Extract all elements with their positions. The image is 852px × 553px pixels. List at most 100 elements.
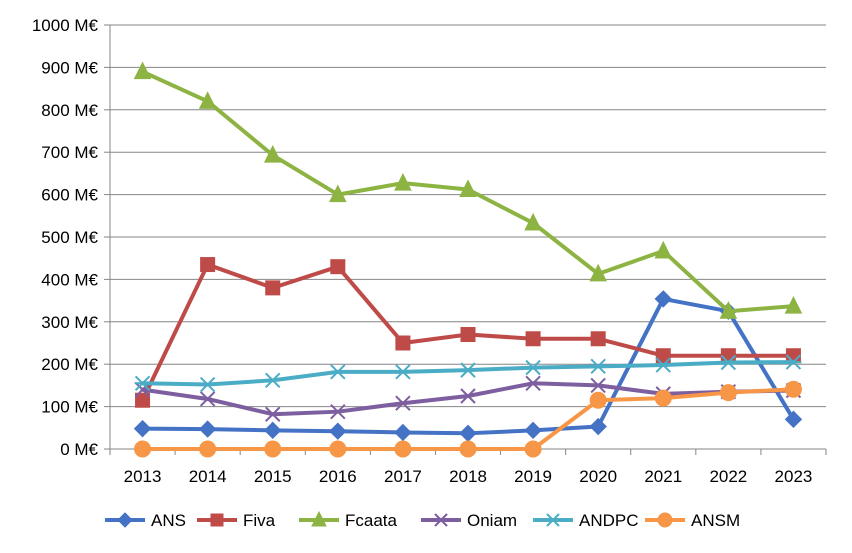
data-point-ansm	[264, 440, 282, 458]
data-point-oniam-stroke	[199, 391, 216, 407]
x-tick-label: 2022	[709, 467, 747, 486]
data-point-andpc	[655, 357, 672, 373]
data-point-fcaata	[654, 240, 673, 259]
data-point-oniam-stroke	[330, 403, 346, 420]
x-tick-label: 2014	[189, 467, 227, 486]
data-point-ansm	[719, 384, 737, 402]
data-point-ansm	[459, 440, 477, 458]
y-tick-label: 200 M€	[41, 355, 98, 374]
data-point-andpc	[329, 364, 346, 380]
data-point-ansm	[199, 440, 217, 458]
series-andpc	[134, 354, 802, 393]
data-point-ans	[133, 419, 152, 438]
x-tick-label: 2017	[384, 467, 422, 486]
data-point-fcaata	[198, 91, 217, 109]
data-point-fcaata	[394, 173, 412, 191]
data-point-ansm	[394, 440, 412, 458]
legend-item-oniam: Oniam	[421, 511, 517, 530]
data-point-fcaata	[719, 301, 738, 319]
data-point-ansm	[589, 391, 607, 409]
y-tick-label: 1000 M€	[32, 16, 99, 35]
legend-label-fcaata: Fcaata	[345, 511, 398, 530]
data-point-oniam	[525, 375, 541, 391]
data-point-fiva	[200, 257, 216, 273]
data-point-andpc	[264, 372, 281, 389]
legend-item-fcaata: Fcaata	[299, 510, 398, 530]
data-point-fcaata	[589, 263, 607, 282]
data-point-ans	[589, 417, 607, 436]
y-tick-label: 100 M€	[41, 398, 98, 417]
series-fcaata	[133, 61, 803, 319]
series-fiva	[135, 257, 801, 408]
data-point-fiva	[655, 348, 671, 364]
data-point-andpc	[720, 354, 737, 371]
data-point-ans	[784, 410, 803, 429]
legend-item-ansm: ANSM	[645, 511, 740, 530]
data-point-oniam-stroke	[525, 375, 541, 391]
legend-marker-oniam-stroke	[434, 513, 448, 527]
data-point-oniam-stroke	[265, 406, 281, 422]
data-point-andpc	[590, 358, 607, 375]
data-point-fiva	[265, 280, 281, 296]
y-tick-label: 600 M€	[41, 186, 98, 205]
y-tick-label: 900 M€	[41, 58, 98, 77]
data-point-oniam	[265, 406, 281, 422]
data-point-ans	[524, 421, 542, 440]
data-point-ansm	[654, 389, 672, 407]
data-point-ans	[329, 422, 347, 440]
data-point-ans	[459, 424, 477, 443]
data-point-oniam-stroke	[590, 377, 606, 394]
data-point-fcaata	[524, 212, 542, 231]
data-point-fiva	[330, 259, 346, 275]
legend: ANS Fiva Fcaata Oniam ANDPC ANSM	[105, 510, 740, 530]
legend-label-fiva: Fiva	[243, 511, 276, 530]
data-point-fcaata	[784, 295, 803, 314]
legend-label-ans: ANS	[151, 511, 186, 530]
legend-item-ans: ANS	[105, 511, 186, 530]
data-point-oniam	[199, 391, 216, 407]
x-tick-label: 2018	[449, 467, 487, 486]
data-point-ansm	[329, 440, 347, 458]
series-line-ans	[140, 296, 796, 436]
data-point-fcaata	[133, 61, 152, 80]
legend-marker-ans	[117, 512, 133, 528]
data-point-ansm	[784, 380, 802, 398]
x-tick-label: 2023	[775, 467, 813, 486]
x-tick-label: 2013	[124, 467, 162, 486]
legend-item-andpc: ANDPC	[533, 511, 639, 530]
legend-marker-fcaata	[311, 510, 327, 527]
legend-label-andpc: ANDPC	[579, 511, 639, 530]
x-tick-label: 2016	[319, 467, 357, 486]
data-point-ansm	[524, 440, 542, 458]
y-tick-label: 800 M€	[41, 101, 98, 120]
data-point-andpc	[394, 364, 411, 380]
y-tick-label: 500 M€	[41, 228, 98, 247]
data-point-fiva	[525, 331, 541, 347]
data-point-andpc	[199, 376, 216, 393]
y-tick-label: 300 M€	[41, 313, 98, 332]
data-point-fiva	[395, 335, 411, 351]
legend-marker-fiva	[210, 513, 224, 527]
data-point-oniam-stroke	[395, 395, 411, 411]
data-point-andpc	[525, 359, 542, 376]
data-point-fiva	[460, 327, 476, 343]
data-point-oniam-stroke	[460, 388, 476, 404]
series-ansm	[134, 380, 802, 458]
data-point-oniam	[330, 403, 346, 420]
legend-marker-andpc	[546, 513, 560, 527]
data-point-andpc	[134, 375, 151, 391]
data-point-fcaata	[329, 184, 347, 203]
x-tick-label: 2021	[644, 467, 682, 486]
series-line-andpc	[140, 360, 796, 387]
legend-marker-oniam	[434, 513, 448, 527]
legend-label-oniam: Oniam	[467, 511, 517, 530]
data-point-ans	[264, 421, 282, 440]
x-tick-label: 2015	[254, 467, 292, 486]
x-tick-label: 2020	[579, 467, 617, 486]
axes: 0 M€ 100 M€ 200 M€ 300 M€ 400 M€ 500 M€ 600 M€…	[32, 16, 827, 486]
data-point-ans	[654, 290, 672, 308]
series-ans	[133, 290, 803, 443]
data-point-ansm	[134, 440, 152, 458]
data-point-fcaata	[459, 179, 477, 198]
